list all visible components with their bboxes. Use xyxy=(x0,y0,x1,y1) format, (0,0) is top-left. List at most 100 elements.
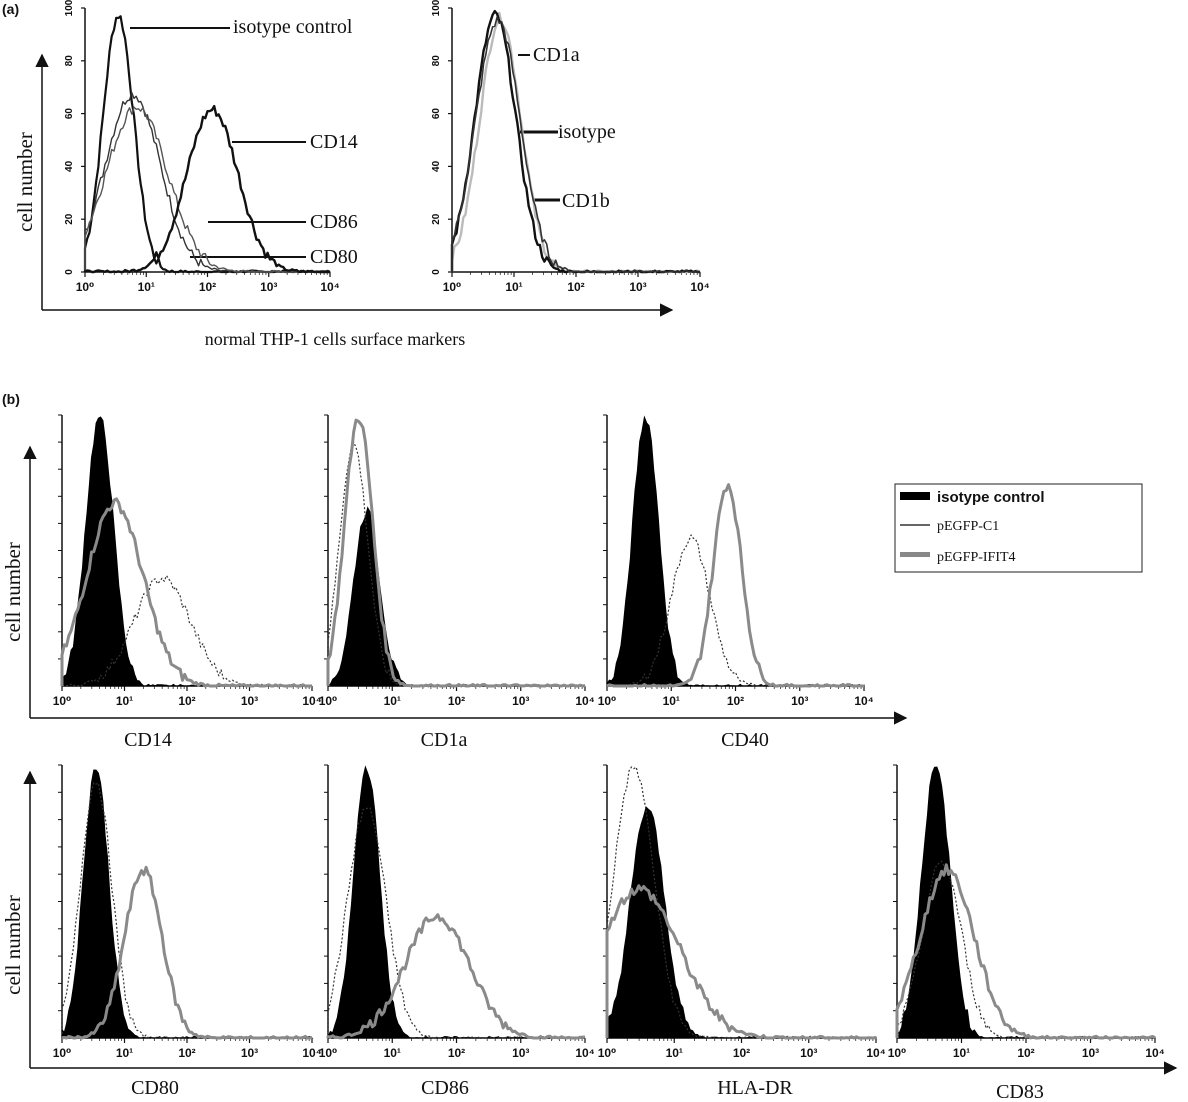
x-tick-label: 10² xyxy=(448,694,465,708)
y-tick-label: 60 xyxy=(431,108,442,120)
series-pegfp-ifit4 xyxy=(605,884,877,1040)
x-tick-label: 10³ xyxy=(241,694,258,708)
legend-box xyxy=(894,483,1143,573)
x-tick-label: 10⁰ xyxy=(319,1046,338,1060)
legend-swatch-pegfp-ifit4 xyxy=(900,552,930,557)
series-pegfp-ifit4 xyxy=(60,497,312,688)
series-isotype-control xyxy=(83,15,331,274)
x-tick-label: 10¹ xyxy=(384,1046,401,1060)
series-pegfp-ifit4 xyxy=(606,483,864,688)
x-tick-label: 10⁴ xyxy=(302,1046,321,1060)
x-tick-label: 10⁰ xyxy=(888,1046,907,1060)
series-cd80 xyxy=(84,91,331,273)
x-tick-label: 10¹ xyxy=(384,694,401,708)
xlabel-cd83: CD83 xyxy=(996,1081,1044,1102)
histogram-b-CD86: 10⁰ 10¹ 10² 10³ 10⁴ xyxy=(319,764,595,1060)
x-tick-label: 10³ xyxy=(260,280,277,294)
panel-b-axes: cell number cell number xyxy=(1,445,1178,1075)
annot-cd1a: CD1a xyxy=(533,44,580,66)
x-tick-label: 10⁰ xyxy=(53,694,72,708)
y-tick-label: 0 xyxy=(64,269,75,275)
series-cd14 xyxy=(83,104,331,274)
x-tick-label: 10³ xyxy=(629,280,646,294)
x-tick-label: 10² xyxy=(1017,1046,1034,1060)
x-tick-label: 10⁰ xyxy=(76,280,95,294)
histogram-b-CD83: 10⁰ 10¹ 10² 10³ 10⁴ xyxy=(888,764,1165,1060)
x-tick-label: 10¹ xyxy=(663,694,680,708)
xlabel-cd80: CD80 xyxy=(131,1077,179,1099)
x-tick-label: 10⁴ xyxy=(854,694,873,708)
xlabel-hla-dr: HLA-DR xyxy=(717,1077,793,1099)
x-tick-label: 10⁴ xyxy=(690,280,709,294)
x-tick-label: 10⁴ xyxy=(1145,1046,1164,1060)
series-isotype-control xyxy=(606,415,865,687)
series-isotype-control xyxy=(606,806,877,1039)
panel-a-label: (a) xyxy=(2,1,19,17)
x-tick-label: 10⁰ xyxy=(319,694,338,708)
x-tick-label: 10¹ xyxy=(505,280,522,294)
x-tick-label: 10² xyxy=(733,1046,750,1060)
histogram-b-CD14: 10⁰ 10¹ 10² 10³ 10⁴ xyxy=(53,414,322,708)
y-tick-label: 80 xyxy=(431,55,442,67)
series-pegfp-c1 xyxy=(327,807,586,1039)
legend-label-isotype-control: isotype control xyxy=(937,489,1045,506)
xlabel-cd40: CD40 xyxy=(721,729,769,751)
annot-cd86: CD86 xyxy=(310,211,358,233)
y-tick-label: 40 xyxy=(64,160,75,172)
y-tick-label: 100 xyxy=(431,0,442,16)
y-tick-label: 60 xyxy=(64,108,75,120)
x-tick-label: 10¹ xyxy=(116,1046,133,1060)
x-tick-label: 10⁴ xyxy=(575,1046,594,1060)
x-tick-label: 10⁴ xyxy=(575,694,594,708)
legend-label-pegfp-ifit4: pEGFP-IFIT4 xyxy=(937,550,1016,565)
xlabel-cd14: CD14 xyxy=(124,729,172,751)
x-tick-label: 10⁴ xyxy=(866,1046,885,1060)
panel-b-xlabels: CD14 CD1a CD40 CD80 CD86 HLA-DR CD83 xyxy=(124,729,1044,1102)
x-tick-label: 10² xyxy=(727,694,744,708)
legend-label-pegfp-c1: pEGFP-C1 xyxy=(937,519,999,534)
x-tick-label: 10⁰ xyxy=(443,280,462,294)
panel-a-axes: cell number normal THP-1 cells surface m… xyxy=(13,53,674,349)
series-pegfp-c1 xyxy=(606,766,877,1039)
panel-b-row1-y-label: cell number xyxy=(1,542,25,642)
annot-cd1b: CD1b xyxy=(562,190,610,212)
x-tick-label: 10⁴ xyxy=(320,280,339,294)
y-tick-label: 80 xyxy=(64,55,75,67)
x-tick-label: 10² xyxy=(199,280,216,294)
y-tick-label: 20 xyxy=(64,213,75,225)
x-tick-label: 10⁰ xyxy=(598,1046,617,1060)
xlabel-cd86: CD86 xyxy=(421,1077,469,1099)
series-isotype-control xyxy=(896,766,1156,1039)
panel-a-annotations: isotype control CD14 CD86 CD80 CD1a isot… xyxy=(130,16,616,268)
panel-a-y-label: cell number xyxy=(13,132,37,232)
series-isotype-control xyxy=(327,765,585,1039)
y-tick-label: 100 xyxy=(64,0,75,16)
y-tick-label: 0 xyxy=(431,269,442,275)
x-tick-label: 10⁰ xyxy=(53,1046,72,1060)
legend-swatch-isotype-control xyxy=(900,492,930,500)
histogram-b-CD40: 10⁰ 10¹ 10² 10³ 10⁴ xyxy=(598,414,874,708)
x-tick-label: 10¹ xyxy=(138,280,155,294)
annot-cd14: CD14 xyxy=(310,131,358,153)
x-tick-label: 10⁴ xyxy=(302,694,321,708)
legend: isotype control pEGFP-C1 pEGFP-IFIT4 xyxy=(894,483,1143,573)
x-tick-label: 10³ xyxy=(241,1046,258,1060)
annot-cd80: CD80 xyxy=(310,246,358,268)
x-tick-label: 10² xyxy=(567,280,584,294)
y-tick-label: 40 xyxy=(431,160,442,172)
x-tick-label: 10¹ xyxy=(953,1046,970,1060)
x-tick-label: 10³ xyxy=(512,694,529,708)
x-tick-label: 10³ xyxy=(1082,1046,1099,1060)
x-tick-label: 10³ xyxy=(800,1046,817,1060)
series-isotype-control xyxy=(327,506,585,687)
histogram-a2: 10⁰ 10¹ 10² 10³ 10⁴ 0 20 40 60 80 100 xyxy=(431,0,710,294)
x-tick-label: 10³ xyxy=(512,1046,529,1060)
series-cd86 xyxy=(84,106,330,273)
x-tick-label: 10⁰ xyxy=(598,694,617,708)
series-pegfp-c1 xyxy=(61,575,313,687)
x-tick-label: 10³ xyxy=(791,694,808,708)
series-pegfp-c1 xyxy=(61,782,313,1039)
histogram-b-CD80: 10⁰ 10¹ 10² 10³ 10⁴ xyxy=(53,764,322,1060)
